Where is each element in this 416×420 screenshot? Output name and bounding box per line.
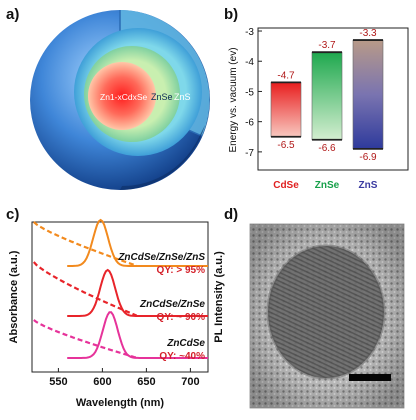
chart-b-bar-znse — [311, 51, 343, 141]
pl-curve-1 — [67, 268, 208, 317]
chart-c-x-tick-label: 600 — [93, 376, 111, 388]
chart-c-x-tick-label: 700 — [181, 376, 199, 388]
series-name-label: ZnCdSe/ZnSe/ZnS — [117, 252, 205, 263]
chart-b-y-tick-label: -3 — [245, 27, 254, 38]
chart-b-frame — [257, 27, 409, 171]
chart-b-bar-cdse — [270, 82, 302, 138]
chart-b-bottom-value-label: -6.9 — [359, 152, 377, 163]
absorbance-curve-1 — [32, 261, 138, 317]
panel-label-b: b) — [224, 6, 239, 23]
chart-b-bottom-value-label: -6.6 — [318, 143, 336, 154]
spectra-chart: 550 600 650 700 ZnCdSe/ZnSe/ZnS QY: > 95% ZnC… — [8, 218, 225, 409]
chart-c-x-tick-label: 550 — [49, 376, 67, 388]
chart-c-y-axis-label-left: Absorbance (a.u.) — [8, 250, 20, 343]
panel-label-c: c) — [6, 206, 20, 223]
absorbance-curve-2 — [33, 319, 137, 359]
chart-b-y-tick-label: -5 — [245, 87, 254, 98]
chart-b-category-label: CdSe — [273, 180, 299, 191]
chart-c-x-tick-label: 650 — [137, 376, 155, 388]
chart-b-top-value-label: -4.7 — [277, 70, 295, 81]
shell2-label: ZnS — [174, 92, 191, 102]
chart-b-bar-zns — [352, 39, 384, 150]
panel-label-a: a) — [6, 6, 20, 23]
chart-b-top-value-label: -3.3 — [359, 28, 377, 39]
chart-c-frame — [31, 221, 209, 373]
series-qy-label: QY: > 95% — [157, 265, 206, 276]
panel-label-d: d) — [224, 206, 239, 223]
shell1-label: ZnSe — [151, 92, 173, 102]
pl-curve-0 — [67, 218, 208, 267]
chart-b-top-value-label: -3.7 — [318, 40, 336, 51]
chart-b-y-axis-label: Energy vs. vacuum (ev) — [228, 47, 239, 152]
series-name-label: ZnCdSe/ZnSe — [139, 299, 205, 310]
series-name-label: ZnCdSe — [166, 338, 205, 349]
chart-b-category-label: ZnS — [359, 180, 378, 191]
pl-curve-2 — [67, 311, 208, 359]
series-qy-label: QY: ~ 90% — [157, 312, 206, 323]
core-label: Zn1-xCdxSe — [100, 92, 148, 102]
scale-bar — [349, 374, 391, 381]
chart-b-y-tick-label: -7 — [245, 148, 254, 159]
tem-image — [250, 224, 404, 408]
chart-b-bottom-value-label: -6.5 — [277, 140, 295, 151]
chart-b-y-tick-label: -6 — [245, 118, 254, 129]
chart-b-y-tick-label: -4 — [245, 57, 254, 68]
chart-c-x-axis-label: Wavelength (nm) — [76, 397, 165, 409]
absorbance-curve-0 — [33, 221, 138, 267]
chart-b-category-label: ZnSe — [315, 180, 340, 191]
energy-level-chart: -3 -4 -5 -6 -7 -4.7 -6.5 CdSe -3.7 -6.6 ZnSe -3.3 -… — [228, 27, 409, 191]
chart-c-y-axis-label-right: PL Intensity (a.u.) — [213, 251, 225, 343]
series-qy-label: QY: ~40% — [159, 351, 205, 362]
quantum-dot-sphere — [30, 10, 210, 190]
